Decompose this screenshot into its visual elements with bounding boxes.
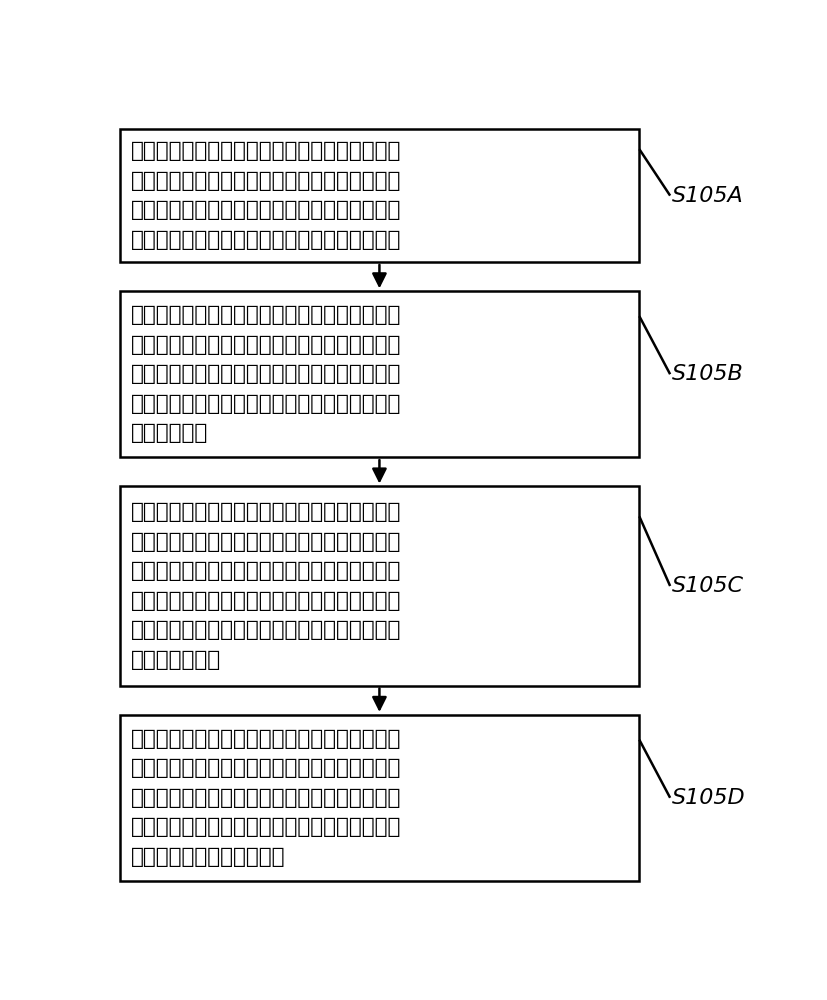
Text: 根据当前待配置的虚拟网络中各虚拟节点及各虚
拟链路，计算当前待配置的虚拟网络中各虚拟节
点的度，其中，针对任一虚拟节点，该虚拟节点
的度与该虚拟节点组成的虚拟链: 根据当前待配置的虚拟网络中各虚拟节点及各虚 拟链路，计算当前待配置的虚拟网络中各… xyxy=(131,141,401,250)
Text: S105B: S105B xyxy=(671,364,743,384)
Bar xyxy=(119,291,638,457)
Bar xyxy=(119,486,638,686)
Text: 在当前的虚拟节点拓扑中选取度最大的虚拟节点
划分到一个新的虚拟节点集合中，并将当前选取
的虚拟节点从虚拟节点拓扑中删除，其中，初始
的虚拟节点拓扑中包括当前待配: 在当前的虚拟节点拓扑中选取度最大的虚拟节点 划分到一个新的虚拟节点集合中，并将当… xyxy=(131,305,401,443)
Text: S105C: S105C xyxy=(671,576,743,596)
Text: 返回执行步骤：在当前的虚拟节点拓扑中选取度
最大的虚拟节点划分到一个新的虚拟节点集合中
，并将当前选取的虚拟节点从虚拟节点拓扑中删
除，直至将当前的虚拟节点拓扑: 返回执行步骤：在当前的虚拟节点拓扑中选取度 最大的虚拟节点划分到一个新的虚拟节点… xyxy=(131,729,401,867)
Bar xyxy=(119,715,638,881)
Text: S105D: S105D xyxy=(671,788,744,808)
Text: 按照预设的选取顺序依次从当前的虚拟节点拓扑
中选取各虚拟节点，针对当前选取的虚拟节点，
在该虚拟节点与当前的虚拟节点集合中的各虚拟
节点均不直接相连的情况下，将: 按照预设的选取顺序依次从当前的虚拟节点拓扑 中选取各虚拟节点，针对当前选取的虚拟… xyxy=(131,502,401,670)
Bar xyxy=(119,129,638,262)
Text: S105A: S105A xyxy=(671,186,743,206)
